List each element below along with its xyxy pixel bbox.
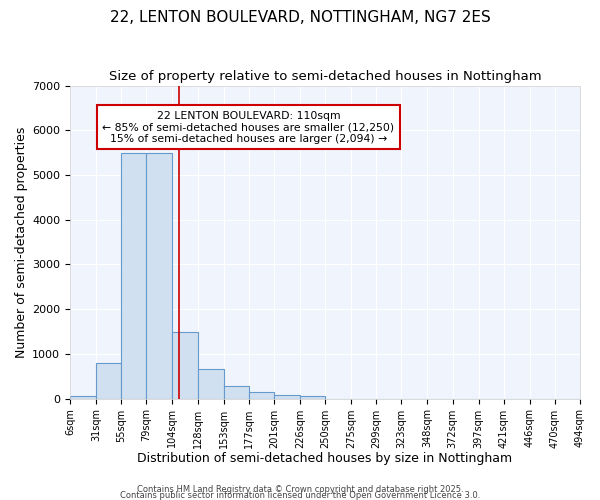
Bar: [300, 396, 325, 398]
Bar: [146, 152, 172, 398]
Text: Contains public sector information licensed under the Open Government Licence 3.: Contains public sector information licen…: [120, 492, 480, 500]
Bar: [96, 363, 121, 398]
Text: 22 LENTON BOULEVARD: 110sqm
← 85% of semi-detached houses are smaller (12,250)
1: 22 LENTON BOULEVARD: 110sqm ← 85% of sem…: [103, 110, 395, 144]
Bar: [249, 392, 274, 398]
X-axis label: Distribution of semi-detached houses by size in Nottingham: Distribution of semi-detached houses by …: [137, 452, 512, 465]
Text: Contains HM Land Registry data © Crown copyright and database right 2025.: Contains HM Land Registry data © Crown c…: [137, 486, 463, 494]
Bar: [172, 332, 197, 398]
Bar: [70, 396, 96, 398]
Bar: [274, 396, 300, 398]
Title: Size of property relative to semi-detached houses in Nottingham: Size of property relative to semi-detach…: [109, 70, 541, 83]
Bar: [121, 152, 146, 398]
Bar: [224, 386, 249, 398]
Y-axis label: Number of semi-detached properties: Number of semi-detached properties: [15, 126, 28, 358]
Bar: [197, 369, 224, 398]
Text: 22, LENTON BOULEVARD, NOTTINGHAM, NG7 2ES: 22, LENTON BOULEVARD, NOTTINGHAM, NG7 2E…: [110, 10, 490, 25]
